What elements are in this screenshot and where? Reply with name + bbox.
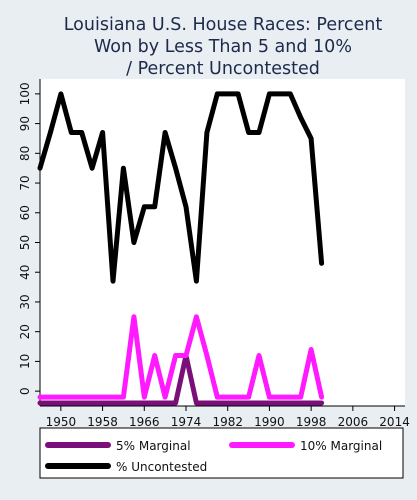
legend-label-pct-uncontested: % Uncontested — [116, 460, 207, 474]
x-tick-label: 2006 — [338, 415, 369, 429]
x-tick-label: 1982 — [212, 415, 243, 429]
chart-title-line: Won by Less Than 5 and 10% — [94, 37, 352, 57]
x-tick-label: 1966 — [129, 415, 160, 429]
y-tick-label: 20 — [18, 324, 32, 339]
chart-title-line: Louisiana U.S. House Races: Percent — [64, 15, 383, 35]
y-tick-label: 10 — [18, 354, 32, 369]
y-tick-label: 40 — [18, 265, 32, 280]
series-line-pct-uncontested — [37, 91, 325, 284]
legend-label-5pct-marginal: 5% Marginal — [116, 439, 191, 453]
x-tick-label: 1998 — [296, 415, 327, 429]
x-tick-label: 2014 — [379, 415, 410, 429]
y-tick-label: 60 — [18, 205, 32, 220]
y-tick-label: 100 — [18, 82, 32, 105]
y-tick-label: 0 — [18, 387, 32, 395]
legend-box — [39, 427, 404, 479]
y-tick-label: 70 — [18, 175, 32, 190]
series-lines — [37, 91, 325, 406]
x-tick-label: 1974 — [171, 415, 202, 429]
y-tick-label: 80 — [18, 146, 32, 161]
x-tick-label: 1958 — [87, 415, 118, 429]
chart-title-line: / Percent Uncontested — [126, 59, 320, 79]
x-axis-ticks: 1950 1958 1966 1974 1982 1990 1998 2006 2014 — [46, 406, 410, 429]
y-axis-ticks: 0 10 20 30 40 50 60 70 80 90 100 — [18, 82, 40, 395]
x-tick-label: 1990 — [254, 415, 285, 429]
x-tick-label: 1950 — [46, 415, 77, 429]
plot-region — [40, 79, 405, 406]
series-line-5pct-marginal — [37, 353, 325, 406]
y-tick-label: 30 — [18, 294, 32, 309]
y-tick-label: 90 — [18, 116, 32, 131]
legend: 5% Marginal 10% Marginal % Uncontested — [39, 427, 404, 479]
chart-title: Louisiana U.S. House Races: Percent Won … — [64, 15, 383, 79]
y-tick-label: 50 — [18, 235, 32, 250]
series-line-10pct-marginal — [37, 314, 325, 400]
legend-label-10pct-marginal: 10% Marginal — [300, 439, 382, 453]
